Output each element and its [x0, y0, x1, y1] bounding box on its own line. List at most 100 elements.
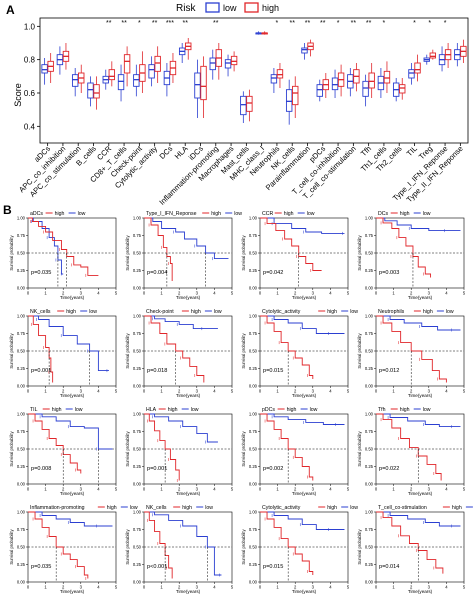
x-tick-label: 1 [160, 389, 163, 394]
box-low [362, 74, 369, 107]
km-curve-low [144, 413, 218, 443]
legend-high-text: high [66, 309, 76, 315]
box-low [178, 43, 186, 63]
km-curve-low [260, 217, 345, 234]
box-high [322, 73, 330, 98]
km-ylabel: Survival probability [241, 235, 246, 271]
legend-high-text: high [327, 505, 337, 511]
box-low [133, 64, 140, 97]
p-value: p=0.012 [379, 368, 399, 374]
x-tick-label: 4 [329, 389, 332, 394]
y-tick-label: 0.25 [249, 562, 258, 567]
km-plot: NK_cells high low 0.00 0.25 0.50 0.75 1.00 Survi… [125, 505, 234, 594]
km-curve-high [376, 511, 444, 574]
y-tick-label: 0.25 [133, 562, 142, 567]
x-tick-label: 1 [276, 585, 279, 590]
box-high [399, 78, 406, 100]
y-tick-label: 0.50 [17, 251, 26, 256]
km-title: pDCs [262, 407, 275, 413]
km-ylabel: Survival probability [241, 333, 246, 369]
legend-low-text: low [446, 309, 454, 315]
km-curve-low [376, 413, 461, 428]
legend-low-text: low [89, 309, 97, 315]
x-tick-label: 3 [312, 487, 315, 492]
km-curve-high [28, 217, 99, 276]
p-value: p=0.003 [379, 270, 399, 276]
box-low [209, 49, 216, 80]
km-ylabel: Survival probability [125, 333, 130, 369]
significance-label: *** [166, 20, 174, 27]
x-tick-label: 0 [27, 291, 30, 296]
x-tick-label: 4 [329, 291, 332, 296]
significance-label: * [383, 20, 386, 27]
x-tick-label: 3 [312, 585, 315, 590]
km-title: NK_cells [30, 309, 51, 315]
p-value: p=0.015 [263, 368, 283, 374]
y-tick-label: 0.75 [17, 233, 26, 238]
box-high [123, 46, 131, 87]
y-tick-label: 0.00 [17, 580, 26, 585]
y-tick-label: 1.00 [365, 314, 374, 319]
box-body [429, 52, 437, 59]
y-tick-label: 1.00 [133, 314, 142, 319]
km-curve-low [144, 217, 229, 260]
box-body [209, 57, 216, 71]
x-tick-label: 1 [160, 487, 163, 492]
box-low [438, 46, 446, 72]
box-low [71, 68, 79, 97]
significance-label: ** [305, 20, 311, 27]
km-ylabel: Survival probability [357, 431, 362, 467]
significance-label: ** [182, 20, 188, 27]
x-tick-label: 2 [410, 487, 413, 492]
km-plot: Cytolytic_activity high low 0.00 0.25 0.50 0.7… [241, 309, 358, 398]
km-plot: T_cell_co-stimulationhighlow0.000.250.50… [357, 505, 473, 594]
y-tick-label: 0.25 [249, 268, 258, 273]
box-body [200, 65, 207, 101]
y-tick-label: 1.00 [249, 216, 258, 221]
km-curve-low [260, 413, 345, 425]
box-high [47, 53, 54, 83]
km-xlabel: Time(years) [408, 393, 433, 398]
boxplot-panel: 0.40.60.81.0aDCsAPC_co_inhibitionAPC_co_… [17, 17, 469, 207]
x-tick-label: DCs [158, 144, 175, 161]
box-high [185, 38, 192, 60]
p-value: p=0.015 [263, 564, 283, 570]
km-ylabel: Survival probability [357, 529, 362, 565]
y-tick-label: 1.00 [249, 510, 258, 515]
legend-low-text: low [234, 211, 242, 217]
x-tick-label: 3 [428, 389, 431, 394]
x-tick-label: 2 [178, 585, 181, 590]
y-tick-label: 0.75 [365, 429, 374, 434]
km-curve-low [260, 511, 345, 530]
x-tick-label: 1 [392, 487, 395, 492]
y-tick-label: 0.00 [365, 482, 374, 487]
legend-high-key [244, 2, 259, 13]
x-tick-label: 4 [445, 389, 448, 394]
significance-label: * [428, 20, 431, 27]
y-tick-label: 1.00 [17, 412, 26, 417]
km-curve-high [28, 511, 89, 579]
km-curve-high [28, 413, 82, 474]
survival-grid: aDCs high low 0.00 0.25 0.50 0.75 1.00 Survival … [9, 211, 473, 594]
y-tick-label: 0.50 [133, 447, 142, 452]
km-curve-low [260, 315, 345, 334]
y-tick-label: 0.00 [365, 580, 374, 585]
y-tick-label: 0.50 [365, 447, 374, 452]
x-tick-label: 0 [143, 585, 146, 590]
significance-label: ** [366, 20, 372, 27]
box-body [246, 95, 253, 112]
legend-low-text: low [75, 407, 83, 413]
y-tick-label: 0.75 [133, 233, 142, 238]
x-tick-label: 0 [375, 291, 378, 296]
km-title: DCs [378, 211, 388, 217]
y-tick-label: 0.50 [17, 349, 26, 354]
box-low [255, 31, 262, 35]
y-tick-label: 0.25 [365, 464, 374, 469]
x-tick-label: 0 [27, 389, 30, 394]
legend-high-text: high [107, 505, 117, 511]
km-title: CCR [262, 211, 273, 217]
box-high [246, 89, 253, 122]
x-tick-label: 4 [97, 585, 100, 590]
box-body [87, 82, 94, 99]
y-tick-label: 0.25 [365, 562, 374, 567]
